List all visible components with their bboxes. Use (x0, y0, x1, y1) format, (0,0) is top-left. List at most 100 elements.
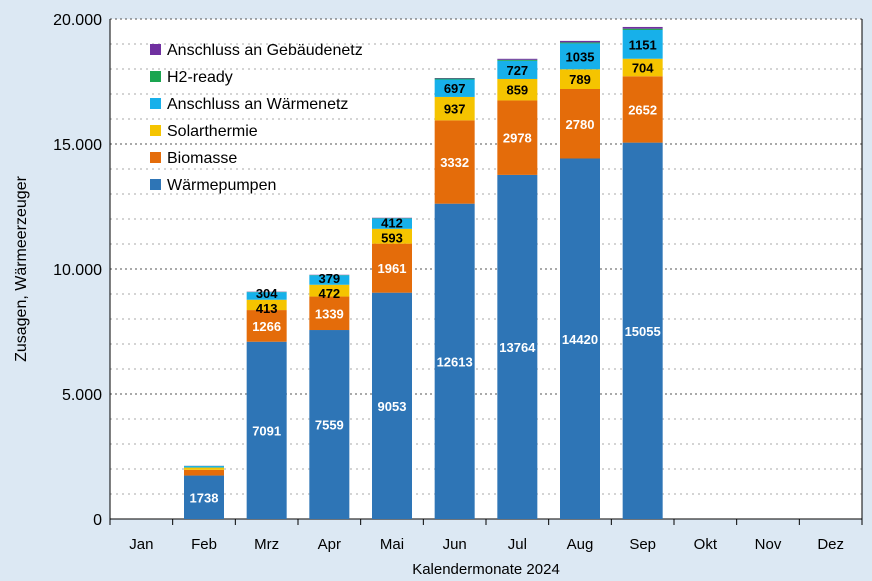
data-label: 1339 (315, 306, 344, 321)
x-tick-label: Aug (567, 536, 594, 553)
data-label: 412 (381, 215, 403, 230)
bar-segment (184, 466, 224, 468)
y-tick-label: 0 (93, 512, 102, 529)
data-label: 2978 (503, 131, 532, 146)
x-tick-label: Feb (191, 536, 217, 553)
bar-segment (497, 58, 538, 60)
y-tick-label: 15.000 (53, 137, 102, 154)
bar-segment (184, 475, 224, 519)
bar-segment (372, 243, 412, 293)
data-label: 2652 (628, 102, 657, 117)
legend-swatch (150, 98, 161, 109)
data-label: 7559 (315, 418, 344, 433)
bar-segment (560, 43, 600, 70)
data-label: 789 (569, 72, 591, 87)
bar-segment (309, 284, 350, 297)
legend-swatch (150, 44, 161, 55)
bar-segment (497, 78, 538, 101)
bar-segment (184, 469, 224, 476)
x-tick-label: Jul (508, 536, 527, 553)
data-label: 15055 (625, 324, 661, 339)
data-label: 12613 (437, 354, 473, 369)
bar-segment (372, 218, 412, 229)
bar-segment (622, 76, 663, 143)
bar-segment (560, 89, 600, 159)
data-label: 13764 (499, 340, 536, 355)
data-label: 859 (506, 83, 528, 98)
y-axis-title: Zusagen, Wärmeerzeuger (13, 175, 30, 362)
data-label: 704 (632, 61, 654, 76)
bar-segment (246, 341, 287, 519)
bar-segment (246, 310, 287, 342)
bar-segment (372, 292, 412, 519)
legend-label: H2-ready (167, 69, 233, 86)
bar-segment (434, 79, 475, 97)
bar-segment (434, 78, 475, 79)
bar-segment (372, 228, 412, 244)
bar-segment (434, 120, 475, 204)
data-label: 1266 (252, 319, 281, 334)
bar-segment (622, 28, 663, 30)
data-label: 14420 (562, 332, 598, 347)
x-tick-label: Jan (129, 536, 153, 553)
bar-segment (622, 58, 663, 77)
data-label: 413 (256, 301, 278, 316)
x-tick-label: Dez (817, 536, 844, 553)
legend-swatch (150, 152, 161, 163)
legend-label: Solarthermie (167, 123, 258, 140)
data-label: 1961 (378, 261, 407, 276)
data-label: 1738 (190, 490, 219, 505)
legend-swatch (150, 179, 161, 190)
data-label: 3332 (440, 155, 469, 170)
bar-segment (497, 100, 538, 175)
legend-swatch (150, 125, 161, 136)
bar-segment (560, 42, 600, 44)
x-tick-label: Mai (380, 536, 404, 553)
data-label: 9053 (378, 399, 407, 414)
x-axis-title: Kalendermonate 2024 (412, 561, 560, 578)
bar-segment (560, 69, 600, 89)
bar-segment (622, 142, 663, 519)
x-tick-label: Mrz (254, 536, 279, 553)
bar-segment (560, 40, 600, 43)
x-tick-label: Okt (694, 536, 718, 553)
data-label: 472 (318, 286, 340, 301)
bar-segment (434, 78, 475, 80)
data-label: 7091 (252, 423, 281, 438)
data-label: 1151 (629, 37, 657, 52)
bar-segment (434, 203, 475, 520)
bar-segment (246, 292, 287, 300)
data-label: 2780 (566, 117, 595, 132)
bar-segment (246, 299, 287, 311)
data-label: 937 (444, 102, 466, 117)
data-label: 727 (506, 63, 528, 78)
y-tick-label: 5.000 (62, 387, 102, 404)
legend-label: Anschluss an Wärmenetz (167, 96, 348, 113)
x-tick-label: Sep (629, 536, 656, 553)
y-tick-label: 20.000 (53, 12, 102, 29)
bar-segment (497, 174, 538, 519)
x-tick-label: Jun (443, 536, 467, 553)
bar-segment (434, 96, 475, 121)
legend-label: Wärmepumpen (167, 177, 276, 194)
data-label: 379 (318, 271, 340, 286)
legend-swatch (150, 71, 161, 82)
bar-segment (622, 26, 663, 29)
bar-segment (497, 59, 538, 61)
bar-segment (497, 60, 538, 79)
data-label: 1035 (566, 49, 595, 64)
data-label: 304 (256, 286, 278, 301)
legend-label: Biomasse (167, 150, 237, 167)
bar-segment (184, 467, 224, 470)
y-tick-label: 10.000 (53, 262, 102, 279)
data-label: 593 (381, 230, 403, 245)
bar-segment (560, 158, 600, 519)
bar-segment (622, 29, 663, 59)
bar-segment (309, 330, 350, 519)
legend-label: Anschluss an Gebäudenetz (167, 42, 363, 59)
data-label: 697 (444, 81, 466, 96)
x-tick-label: Apr (318, 536, 341, 553)
bar-segment (309, 275, 350, 285)
